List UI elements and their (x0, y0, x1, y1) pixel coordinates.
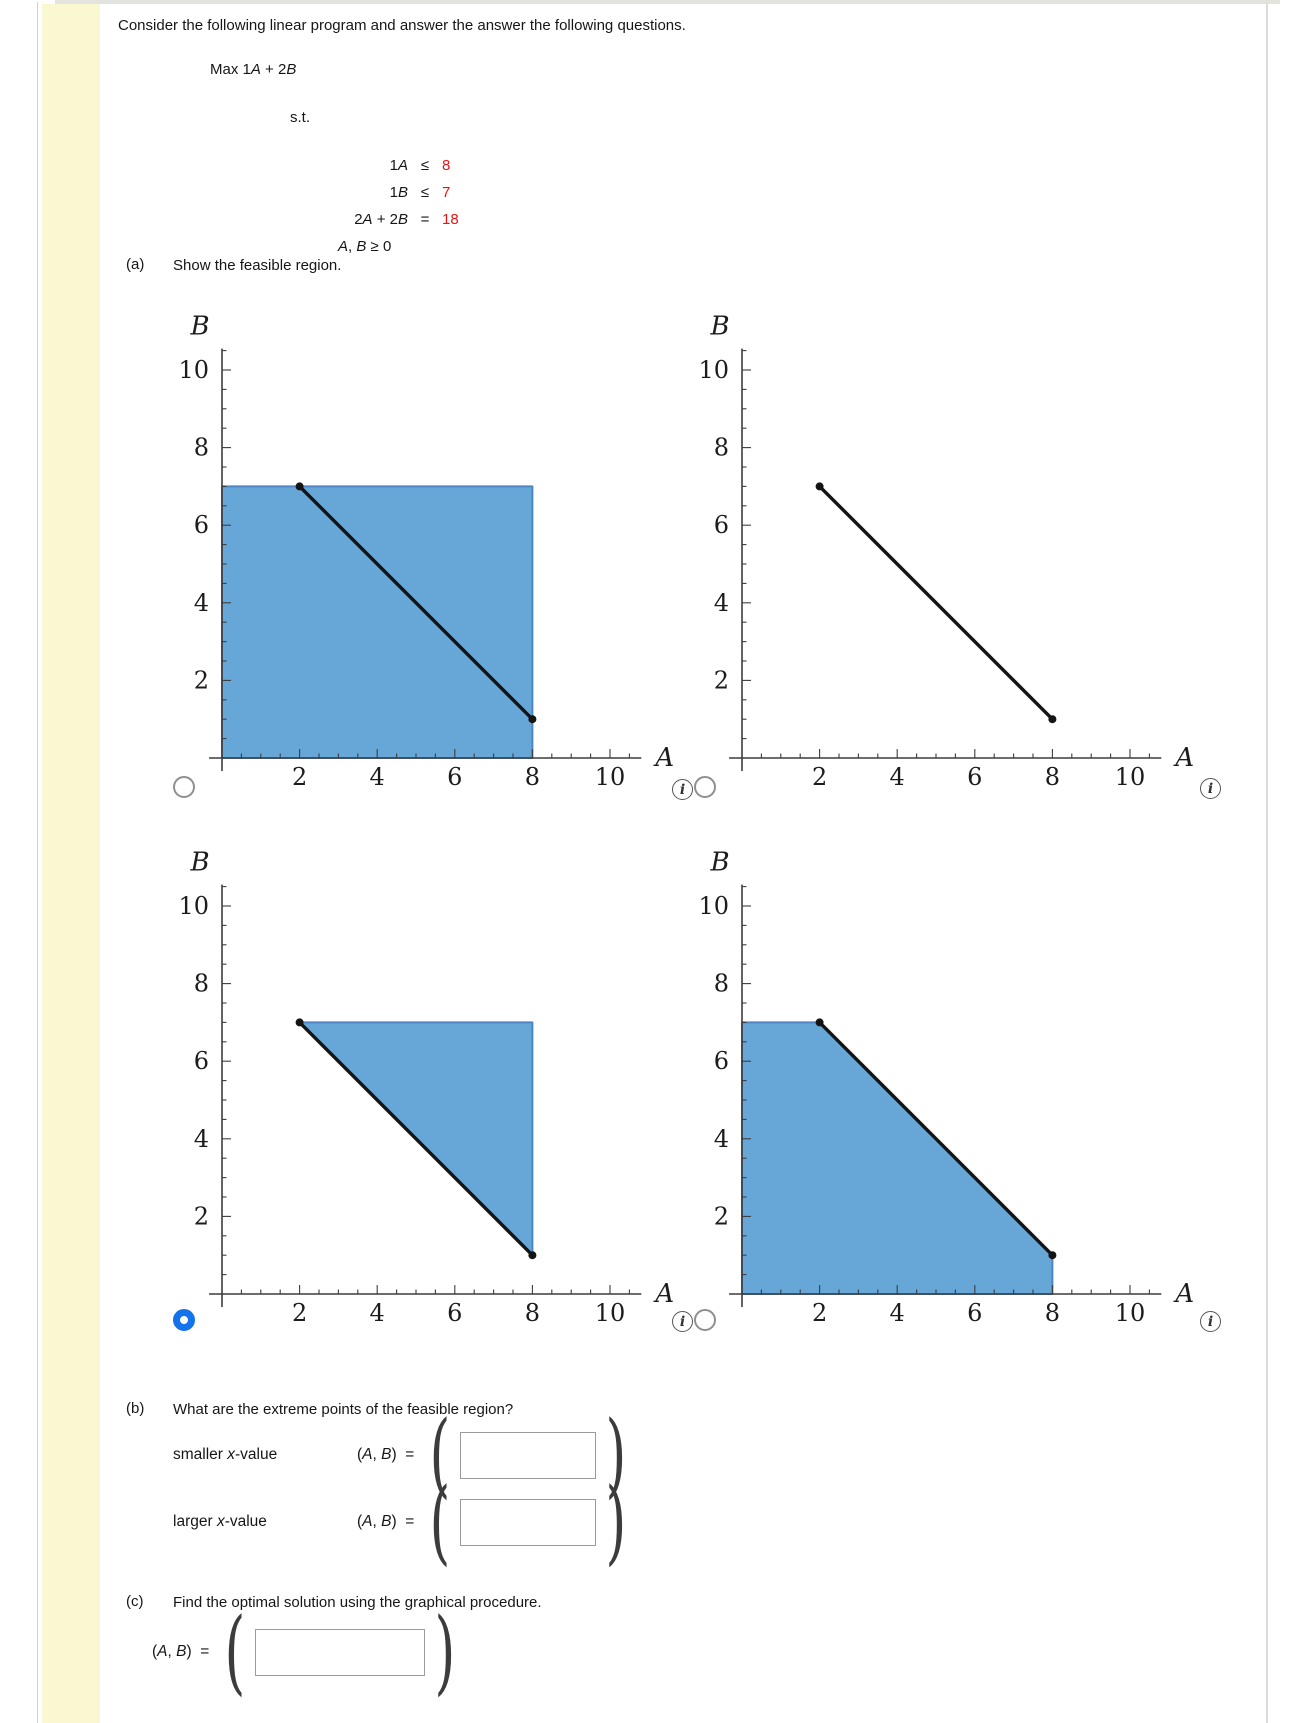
svg-text:2: 2 (714, 666, 729, 694)
nonnegativity-constraint: A, B ≥ 0 (338, 238, 392, 255)
objective-function: Max 1A + 2B (210, 61, 297, 78)
info-icon[interactable]: i (1200, 1311, 1221, 1332)
chart-option-radio-4[interactable] (694, 1309, 716, 1331)
constraint-row: 1B ≤ 7 (248, 183, 472, 202)
svg-text:B: B (709, 848, 729, 878)
constraint-row: 1A ≤ 8 (248, 156, 472, 175)
part-b-label: (b) (126, 1400, 145, 1417)
constraint-row: 2A + 2B = 18 (248, 210, 472, 229)
svg-text:2: 2 (292, 1299, 307, 1327)
chart-option-radio-1[interactable] (173, 776, 195, 798)
larger-x-value-label: larger x-value (173, 1513, 267, 1530)
panel-left-border (37, 2, 38, 1723)
svg-text:B: B (189, 312, 209, 342)
svg-text:10: 10 (698, 892, 729, 920)
part-b-text: What are the extreme points of the feasi… (173, 1401, 514, 1418)
ab-equals-prefix: (A, B) = (152, 1643, 210, 1660)
svg-text:6: 6 (714, 511, 729, 539)
feasible-region-chart-4: 2 4 6 8 10 2 4 6 8 10 A B (698, 848, 1194, 1327)
svg-text:10: 10 (1115, 763, 1146, 791)
svg-text:4: 4 (194, 589, 209, 617)
chart-option-radio-2[interactable] (694, 776, 716, 798)
svg-text:8: 8 (194, 970, 209, 998)
svg-text:A: A (1173, 1279, 1194, 1309)
constraint-lhs: 1B (389, 184, 408, 201)
svg-text:A: A (653, 743, 674, 773)
extreme-point-row-larger: larger x-value (A, B) = ( ) (173, 1468, 627, 1575)
svg-text:2: 2 (194, 666, 209, 694)
svg-text:10: 10 (1115, 1299, 1146, 1327)
chart-option-radio-3[interactable] (173, 1309, 195, 1331)
svg-text:10: 10 (595, 763, 626, 791)
feasible-region-chart-1: 2 4 6 8 10 2 4 6 8 10 A B (178, 312, 674, 791)
svg-text:2: 2 (194, 1202, 209, 1230)
optimal-solution-row: (A, B) = ( ) (152, 1598, 456, 1705)
constraint-operator: ≤ (420, 157, 430, 174)
ab-equals-prefix: (A, B) = (357, 1446, 415, 1463)
svg-text:4: 4 (714, 589, 729, 617)
svg-text:10: 10 (698, 356, 729, 384)
ab-equals-prefix: (A, B) = (357, 1513, 415, 1530)
svg-text:6: 6 (447, 763, 462, 791)
svg-text:8: 8 (525, 1299, 540, 1327)
svg-text:10: 10 (595, 1299, 626, 1327)
svg-text:10: 10 (178, 356, 209, 384)
feasible-region-chart-3: 2 4 6 8 10 2 4 6 8 10 A B (178, 848, 674, 1327)
svg-text:4: 4 (370, 1299, 385, 1327)
svg-text:B: B (189, 848, 209, 878)
svg-text:4: 4 (194, 1125, 209, 1153)
feasible-region-chart-2: 2 4 6 8 10 2 4 6 8 10 A B (698, 312, 1194, 791)
left-margin-strip (42, 4, 100, 1723)
svg-text:6: 6 (714, 1047, 729, 1075)
svg-text:6: 6 (194, 511, 209, 539)
svg-text:8: 8 (714, 434, 729, 462)
svg-text:8: 8 (714, 970, 729, 998)
svg-text:6: 6 (194, 1047, 209, 1075)
svg-text:2: 2 (292, 763, 307, 791)
constraint-lhs: 2A + 2B (354, 211, 408, 228)
smaller-x-answer-input[interactable] (460, 1431, 597, 1479)
svg-text:4: 4 (890, 763, 905, 791)
svg-text:A: A (653, 1279, 674, 1309)
svg-text:4: 4 (714, 1125, 729, 1153)
larger-x-answer-input[interactable] (460, 1498, 597, 1546)
constraint-rhs: 8 (442, 157, 451, 174)
panel-top-border (55, 0, 1280, 4)
svg-text:4: 4 (890, 1299, 905, 1327)
constraint-operator: = (420, 211, 430, 228)
info-icon[interactable]: i (672, 779, 693, 800)
svg-text:8: 8 (1045, 1299, 1060, 1327)
svg-text:8: 8 (525, 763, 540, 791)
svg-text:6: 6 (967, 763, 982, 791)
svg-text:10: 10 (178, 892, 209, 920)
svg-text:8: 8 (194, 434, 209, 462)
svg-text:6: 6 (447, 1299, 462, 1327)
svg-text:8: 8 (1045, 763, 1060, 791)
panel-right-border (1266, 2, 1268, 1723)
svg-text:6: 6 (967, 1299, 982, 1327)
svg-text:4: 4 (370, 763, 385, 791)
constraint-rhs: 18 (442, 211, 459, 228)
part-c-label: (c) (126, 1593, 144, 1610)
svg-text:A: A (1173, 743, 1194, 773)
subject-to-label: s.t. (290, 109, 311, 126)
svg-text:2: 2 (812, 763, 827, 791)
part-c-text: Find the optimal solution using the grap… (173, 1594, 542, 1611)
info-icon[interactable]: i (672, 1311, 693, 1332)
optimal-solution-input[interactable] (255, 1628, 426, 1676)
constraint-rhs: 7 (442, 184, 451, 201)
extreme-point-row-smaller: smaller x-value (A, B) = ( ) (173, 1401, 627, 1508)
constraint-operator: ≤ (420, 184, 430, 201)
part-a-label: (a) (126, 256, 145, 273)
svg-text:B: B (709, 312, 729, 342)
part-a-text: Show the feasible region. (173, 257, 342, 274)
info-icon[interactable]: i (1200, 778, 1221, 799)
svg-text:2: 2 (714, 1202, 729, 1230)
svg-text:2: 2 (812, 1299, 827, 1327)
question-intro: Consider the following linear program an… (118, 17, 686, 34)
smaller-x-value-label: smaller x-value (173, 1446, 278, 1463)
constraint-lhs: 1A (389, 157, 408, 174)
